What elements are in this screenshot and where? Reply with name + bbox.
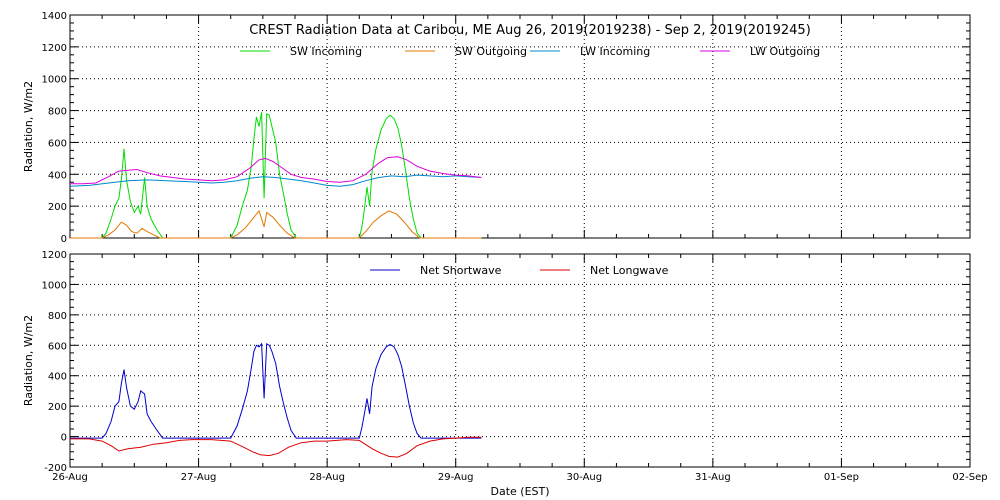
series-line-lw-outgoing xyxy=(70,156,482,185)
legend-label: LW Outgoing xyxy=(750,45,820,58)
series-line-sw-incoming xyxy=(70,112,482,239)
series-line-sw-outgoing xyxy=(70,209,482,239)
y-tick-label: 0 xyxy=(61,433,67,444)
y-tick-label: 400 xyxy=(48,372,67,383)
y-tick-label: 600 xyxy=(48,341,67,352)
y-tick-label: 600 xyxy=(48,138,67,149)
x-tick-label: 28-Aug xyxy=(309,472,345,483)
x-axis-label: Date (EST) xyxy=(490,485,549,498)
y-tick-label: 1400 xyxy=(42,11,67,22)
y-axis-label: Radiation, W/m2 xyxy=(22,81,35,172)
y-axis-label: Radiation, W/m2 xyxy=(22,315,35,406)
x-tick-label: 26-Aug xyxy=(52,472,88,483)
x-tick-label: 29-Aug xyxy=(438,472,474,483)
x-tick-label: 02-Sep xyxy=(952,472,987,483)
x-tick-label: 30-Aug xyxy=(566,472,602,483)
figure-title: CREST Radiation Data at Caribou, ME Aug … xyxy=(249,23,811,38)
y-tick-label: 1000 xyxy=(42,75,67,86)
x-tick-label: 27-Aug xyxy=(181,472,217,483)
series-line-net-shortwave xyxy=(70,342,482,439)
bottom-chart-net-radiation: 26-Aug 27-Aug 28-Aug 29-Aug 30-Aug 31-Aug 01-S… xyxy=(22,250,988,483)
y-tick-label: 1200 xyxy=(42,250,67,261)
y-tick-label: 400 xyxy=(48,170,67,181)
y-tick-label: 1200 xyxy=(42,43,67,54)
x-tick-label: 31-Aug xyxy=(695,472,731,483)
y-tick-label: 800 xyxy=(48,107,67,118)
y-tick-label: 800 xyxy=(48,311,67,322)
y-tick-label: 200 xyxy=(48,402,67,413)
x-tick-label: 01-Sep xyxy=(824,472,859,483)
legend-label: SW Incoming xyxy=(290,45,362,58)
legend-label: Net Shortwave xyxy=(420,264,502,277)
y-tick-label: -200 xyxy=(44,463,67,474)
y-tick-label: 1000 xyxy=(42,280,67,291)
legend-label: Net Longwave xyxy=(590,264,669,277)
y-tick-label: 200 xyxy=(48,202,67,213)
top-chart-incoming-outgoing: 0 200 400 600 800 1000 1200 1400 Radiation, W/m2… xyxy=(22,11,971,245)
legend-label: SW Outgoing xyxy=(455,45,527,58)
legend-label: LW Incoming xyxy=(580,45,650,58)
series-line-net-longwave xyxy=(70,436,482,458)
y-tick-label: 0 xyxy=(61,234,67,245)
series-line-lw-incoming xyxy=(69,174,482,187)
